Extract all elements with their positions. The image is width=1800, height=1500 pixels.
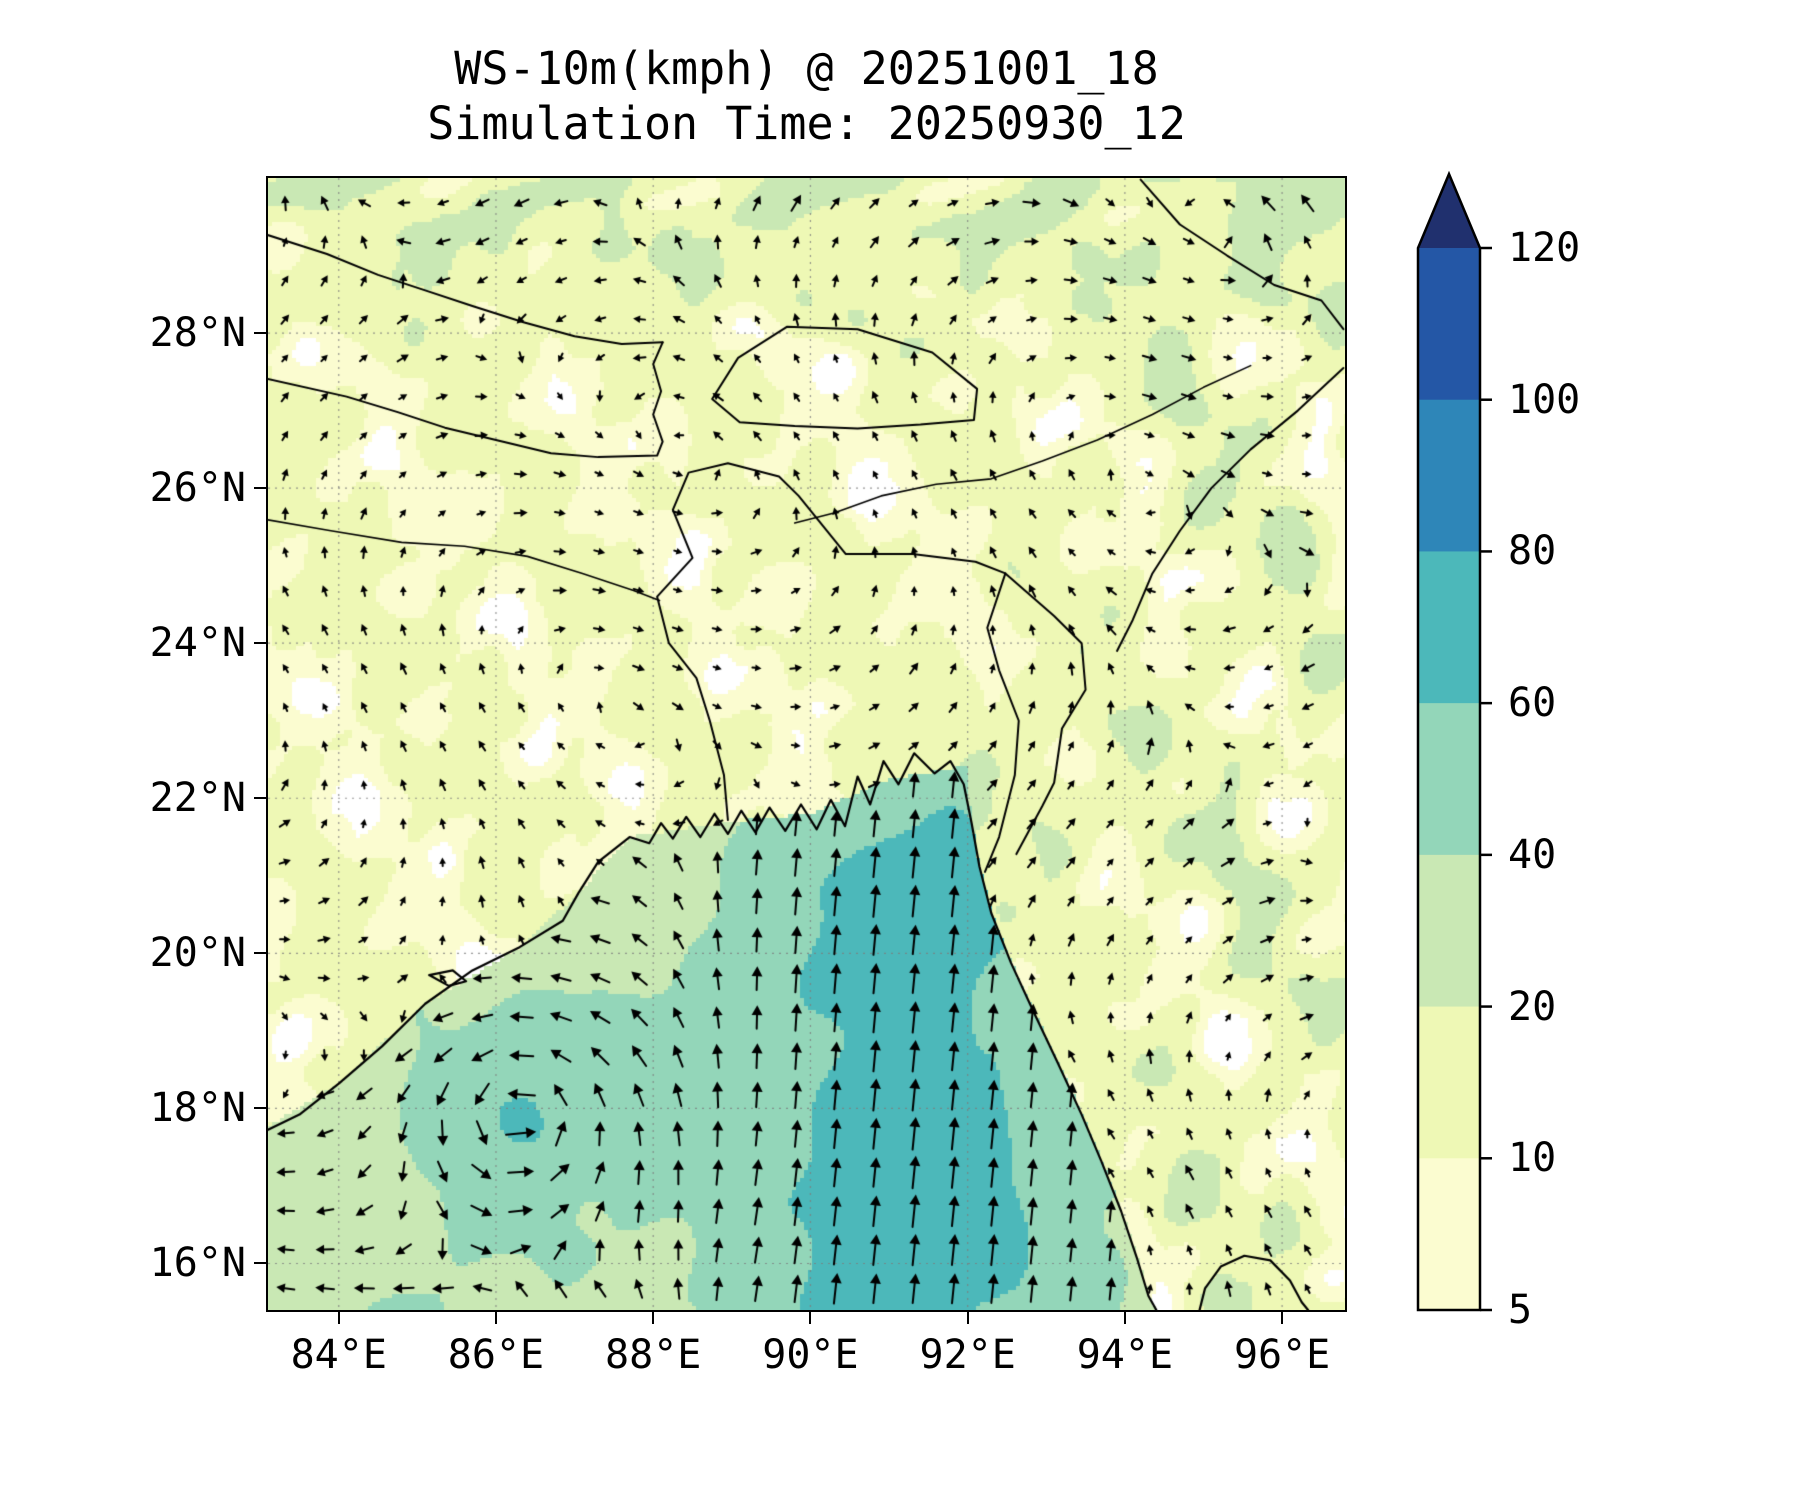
x-tick-label: 86°E (447, 1332, 545, 1378)
y-tick-mark (254, 642, 266, 645)
map-canvas (268, 178, 1345, 1310)
y-tick-mark (254, 952, 266, 955)
x-tick-mark (494, 1312, 497, 1324)
colorbar-tick-label: 5 (1508, 1287, 1533, 1333)
x-tick-label: 84°E (290, 1332, 387, 1378)
y-tick-label: 18°N (149, 1085, 246, 1132)
colorbar-tick-label: 80 (1508, 528, 1557, 575)
y-tick-label: 24°N (149, 620, 246, 667)
colorbar-outline (1416, 170, 1482, 1312)
x-tick-mark (337, 1312, 340, 1324)
y-tick-label: 20°N (149, 930, 246, 977)
x-tick-label: 88°E (605, 1332, 702, 1378)
y-tick-mark (254, 332, 266, 335)
y-tick-label: 22°N (149, 775, 246, 822)
colorbar-tick-label: 60 (1508, 680, 1557, 727)
x-tick-mark (966, 1312, 969, 1324)
y-tick-mark (254, 1107, 266, 1110)
colorbar-segment (1418, 399, 1480, 553)
colorbar-segment (1418, 551, 1480, 704)
x-tick-mark (652, 1312, 655, 1324)
y-tick-mark (254, 1262, 266, 1265)
colorbar-tick-label: 20 (1508, 983, 1557, 1030)
x-tick-mark (1123, 1312, 1126, 1324)
colorbar-tick-label: 120 (1508, 225, 1581, 271)
x-tick-label: 94°E (1076, 1332, 1174, 1378)
colorbar (1416, 170, 1492, 1312)
x-tick-mark (809, 1312, 812, 1324)
chart-title: WS-10m(kmph) @ 20251001_18 (454, 42, 1159, 95)
colorbar-extend-triangle (1418, 174, 1480, 248)
colorbar-tick-label: 10 (1508, 1135, 1557, 1182)
colorbar-segment (1418, 703, 1480, 856)
y-tick-mark (254, 487, 266, 490)
y-tick-label: 28°N (149, 310, 246, 357)
colorbar-segment (1418, 1158, 1480, 1311)
y-tick-mark (254, 797, 266, 800)
colorbar-tick-label: 100 (1508, 376, 1581, 423)
colorbar-segment (1418, 248, 1480, 401)
y-tick-label: 26°N (149, 465, 246, 512)
x-tick-mark (1281, 1312, 1284, 1324)
chart-subtitle: Simulation Time: 20250930_12 (427, 97, 1186, 150)
colorbar-segment (1418, 854, 1480, 1008)
x-tick-label: 96°E (1233, 1332, 1331, 1378)
x-tick-label: 90°E (762, 1332, 859, 1378)
x-tick-label: 92°E (919, 1332, 1016, 1378)
colorbar-segment (1418, 1006, 1480, 1159)
y-tick-label: 16°N (149, 1240, 246, 1287)
colorbar-tick-label: 40 (1508, 831, 1557, 878)
